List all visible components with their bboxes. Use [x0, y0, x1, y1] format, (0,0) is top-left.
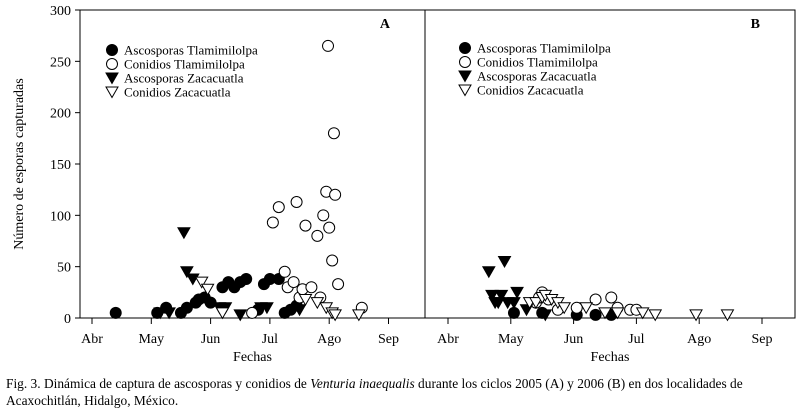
panel-a-series-2-point	[323, 221, 336, 234]
panel-a-series-3-point	[153, 307, 168, 320]
panel-a-series-3-point	[162, 307, 176, 320]
panel-a-series-4-point	[215, 307, 230, 320]
panel-b-legend-label-1: Ascosporas Tlamimilolpa	[477, 41, 611, 56]
panel-a-legend-marker-3	[105, 72, 119, 85]
panel-b-x-axis-label: Fechas	[591, 350, 630, 365]
caption-suffix: durante los ciclos 2005 (A) y 2006 (B) e…	[6, 376, 743, 408]
panel-b-series-3-point	[481, 266, 496, 279]
panel-b-series-2-point	[570, 301, 583, 314]
panel-a-series-2-point	[266, 216, 279, 229]
panel-b-legend-marker-2	[459, 56, 471, 68]
panel-b-series-4-point	[648, 309, 663, 322]
panel-a-legend-marker-4	[105, 86, 119, 99]
panel-a-series-2-point	[278, 265, 291, 278]
panel-a-series-2-point	[326, 254, 339, 267]
panel-a-x-tick-label: Jul	[262, 332, 278, 347]
panel-a-legend-label-2: Conidios Tlamimilolpa	[124, 57, 245, 72]
panel-a-series-4-point	[298, 294, 313, 307]
panel-a-series-4-point	[351, 309, 366, 322]
panel-a-x-tick-label: Abr	[81, 332, 103, 347]
panel-a-x-axis-label: Fechas	[233, 350, 272, 365]
panel-b-series-4-point	[557, 302, 572, 315]
panel-b-series-3-point	[497, 256, 512, 269]
panel-a-series-3-point	[233, 309, 248, 322]
figure-caption: Fig. 3. Dinámica de captura de ascospora…	[6, 375, 806, 409]
panel-b-x-tick-label: Sep	[752, 332, 773, 347]
panel-a-series-2-point	[305, 281, 318, 294]
panel-a-series-4-point	[328, 309, 342, 322]
panel-b-x-tick-label: May	[498, 332, 524, 347]
panel-a-y-tick-label: 100	[50, 209, 71, 224]
panel-a-y-tick-label: 250	[50, 55, 71, 70]
panel-a-series-2-point	[322, 39, 335, 52]
panel-b-series-4-point	[720, 309, 735, 322]
panel-a-x-tick-label: May	[138, 332, 164, 347]
panel-b-series-4-point	[579, 302, 594, 315]
panel-a-series-3-point	[292, 304, 307, 317]
panel-a-legend-label-4: Conidios Zacacuatla	[124, 85, 231, 100]
panel-a-x-tick-label: Ago	[317, 332, 341, 347]
panel-b-series-4-point	[610, 307, 625, 320]
panel-b-legend-marker-1	[459, 42, 471, 54]
caption-species: Venturia inaequalis	[310, 376, 415, 391]
panel-b-series-4-point	[689, 309, 703, 322]
panel-b-series-4-point	[635, 307, 650, 320]
panel-a-series-2-point	[317, 209, 330, 222]
panel-a-legend-label-1: Ascosporas Tlamimilolpa	[124, 43, 258, 58]
panel-a-series-2-point	[311, 229, 324, 242]
panel-b-label: B	[751, 17, 760, 32]
panel-a-y-tick-label: 0	[64, 312, 71, 327]
panel-a-series-2-point	[246, 306, 259, 319]
panel-b-series-2-point	[605, 291, 618, 304]
panel-b-series-3-point	[510, 286, 524, 299]
panel-a-series-2-point	[272, 201, 285, 214]
panel-a-x-tick-label: Sep	[378, 332, 399, 347]
panel-a-series-3-point	[180, 266, 194, 279]
panel-a-y-tick-label: 300	[50, 4, 71, 19]
panel-a-series-2-point	[287, 276, 300, 289]
panel-a-legend-marker-1	[106, 44, 118, 56]
panel-a-y-tick-label: 200	[50, 107, 71, 122]
panel-a-series-3-point	[177, 227, 191, 240]
panel-a-y-tick-label: 150	[50, 158, 71, 173]
panel-a-series-2-point	[299, 219, 312, 232]
panel-b-series-4-point	[598, 307, 612, 320]
panel-a-x-tick-label: Jun	[201, 332, 220, 347]
panel-b-legend-marker-4	[458, 84, 472, 97]
panel-a-series-3-point	[260, 302, 274, 315]
panel-b-x-tick-label: Jul	[628, 332, 644, 347]
panel-a-series-4-point	[194, 276, 209, 289]
figure: 0 50 100 150 200 250 300 Número de esporas capt…	[12, 4, 796, 365]
panel-a-series-1-point	[109, 306, 122, 319]
panel-a-y-axis-label: Número de esporas capturadas	[12, 78, 27, 249]
panel-a-series-2-point	[332, 278, 345, 291]
panel-b-series-3-point	[538, 309, 553, 322]
panel-b-legend-label-4: Conidios Zacacuatla	[477, 83, 584, 98]
panel-a-series-2-point	[290, 195, 303, 208]
panel-a-label: A	[380, 17, 391, 32]
panel-a-series-1-point	[180, 301, 193, 314]
panel-b-x-tick-label: Ago	[687, 332, 711, 347]
panel-b-legend-label-3: Ascosporas Zacacuatla	[477, 69, 597, 84]
panel-a-legend-marker-2	[106, 58, 118, 70]
panel-b-series-3-point	[485, 289, 499, 302]
caption-prefix: Fig. 3. Dinámica de captura de ascospora…	[6, 376, 311, 391]
panel-b-x-tick-label: Jun	[564, 332, 583, 347]
panel-a-y-tick-label: 50	[57, 261, 71, 276]
panel-a-series-2-point	[327, 127, 340, 140]
panel-a-series-4-point	[200, 283, 215, 296]
panel-b-series-1-point	[589, 308, 602, 321]
panel-b-series-3-point	[494, 289, 509, 302]
panel-a-legend-label-3: Ascosporas Zacacuatla	[124, 71, 244, 86]
panel-b-legend-marker-3	[458, 70, 472, 83]
panel-b-legend-label-2: Conidios Tlamimilolpa	[477, 55, 598, 70]
panel-a-series-1-point	[240, 272, 253, 285]
panel-a-series-2-point	[329, 188, 342, 201]
panel-b-series-3-point	[507, 297, 521, 310]
panel-b-series-4-point	[529, 297, 543, 310]
panel-b-x-tick-label: Abr	[437, 332, 459, 347]
